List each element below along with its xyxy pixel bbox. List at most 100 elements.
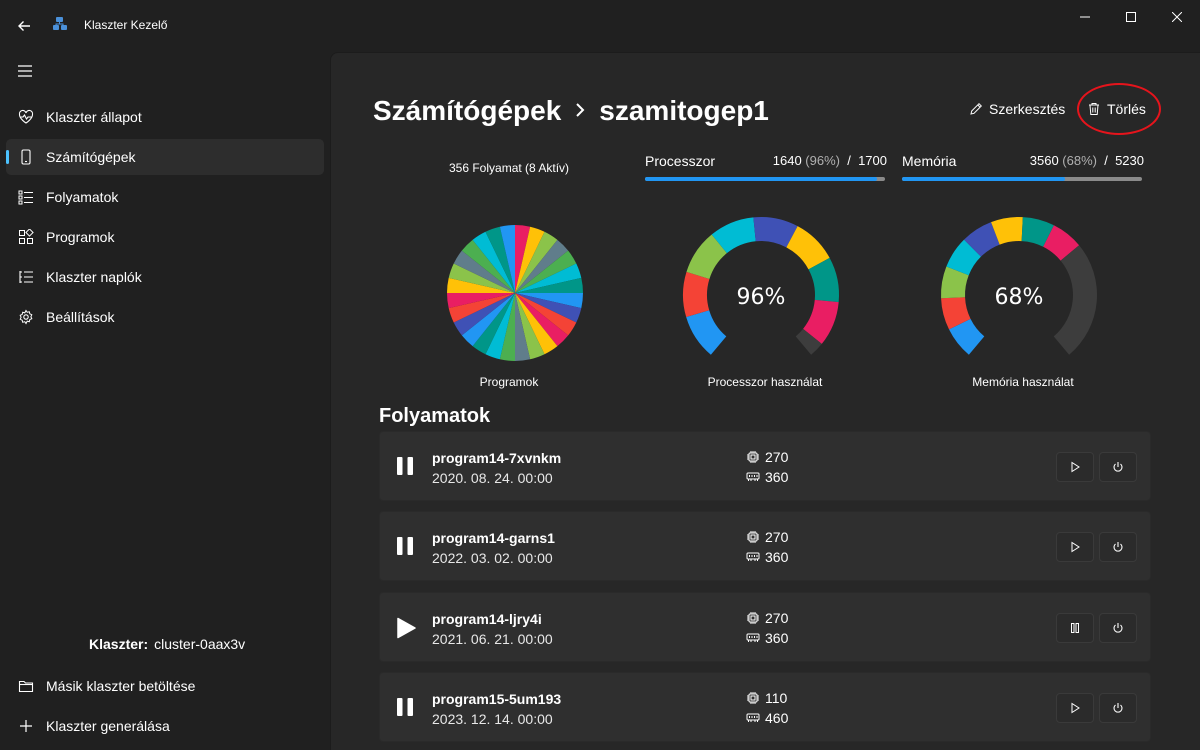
mem-total: 5230 xyxy=(1115,153,1144,168)
gauge-segment xyxy=(946,239,981,276)
pie-slice xyxy=(485,226,515,293)
gauge-segment xyxy=(964,222,1000,257)
pie-slice xyxy=(448,263,515,293)
process-date: 2020. 08. 24. 00:00 xyxy=(432,470,553,486)
process-card[interactable]: program15-5um193 2023. 12. 14. 00:00 110 46… xyxy=(379,672,1151,742)
pie-slice xyxy=(453,250,515,293)
pie-slice xyxy=(499,293,515,361)
maximize-button[interactable] xyxy=(1108,0,1154,34)
pie-slice xyxy=(472,231,515,293)
memory-chart-label: Memória használat xyxy=(972,375,1074,389)
process-cpu-value: 110 xyxy=(765,690,788,706)
cluster-info-label: Klaszter: xyxy=(89,636,149,652)
play-icon xyxy=(1069,702,1081,714)
memory-progress-bar xyxy=(902,177,1142,181)
sidebar-item-settings[interactable]: Beállítások xyxy=(6,299,324,335)
edit-button[interactable]: Szerkesztés xyxy=(969,89,1065,129)
breadcrumb-root[interactable]: Számítógépek xyxy=(373,95,562,126)
process-count: 356 Folyamat (8 Aktív) xyxy=(449,161,570,175)
plus-icon xyxy=(18,718,34,734)
mem-pct: (68%) xyxy=(1062,153,1097,168)
pie-slice xyxy=(447,277,515,293)
maximize-icon xyxy=(1126,12,1136,22)
sidebar-item-cluster-logs[interactable]: Klaszter naplók xyxy=(6,259,324,295)
pie-slice xyxy=(515,239,569,293)
process-memory-value: 360 xyxy=(765,630,789,646)
heart-pulse-icon xyxy=(18,109,34,125)
minimize-button[interactable] xyxy=(1062,0,1108,34)
gauge-remaining xyxy=(1053,245,1097,355)
pause-button[interactable] xyxy=(1056,613,1094,643)
play-icon xyxy=(1069,461,1081,473)
sidebar-item-computers[interactable]: Számítógépek xyxy=(6,139,324,175)
gauge-value-label: 96% xyxy=(737,285,786,310)
main-content: Számítógépek szamitogep1 Szerkesztés Tör… xyxy=(330,52,1200,750)
gauge-segment xyxy=(949,318,985,355)
process-name: program15-5um193 xyxy=(432,691,562,707)
gauge-segment xyxy=(941,266,969,299)
power-icon xyxy=(1112,622,1124,634)
stop-button[interactable] xyxy=(1099,693,1137,723)
gauge-segment xyxy=(991,217,1023,245)
process-memory: 460 xyxy=(746,710,788,726)
programs-chart-label: Programok xyxy=(479,375,539,389)
pie-slice xyxy=(515,293,531,361)
process-card[interactable]: program14-7xvnkm 2020. 08. 24. 00:00 270 36… xyxy=(379,431,1151,501)
generate-cluster-button[interactable]: Klaszter generálása xyxy=(6,708,324,744)
close-button[interactable] xyxy=(1154,0,1200,34)
cpu-pct: (96%) xyxy=(805,153,840,168)
pie-slice xyxy=(447,293,515,309)
apps-icon xyxy=(18,229,34,245)
process-card[interactable]: program14-ljry4i 2021. 06. 21. 00:00 270 36… xyxy=(379,592,1151,662)
process-cpu: 270 xyxy=(746,449,788,465)
breadcrumb: Számítógépek szamitogep1 xyxy=(373,95,769,127)
list-icon xyxy=(18,189,34,205)
pause-icon xyxy=(396,536,416,558)
play-icon xyxy=(396,617,416,639)
programs-pie-chart xyxy=(447,225,583,361)
cpu-chart-label: Processzor használat xyxy=(707,375,823,389)
stop-button[interactable] xyxy=(1099,532,1137,562)
process-date: 2023. 12. 14. 00:00 xyxy=(432,711,553,727)
process-cpu-value: 270 xyxy=(765,529,789,545)
pause-icon xyxy=(1069,622,1081,634)
stop-button[interactable] xyxy=(1099,452,1137,482)
memory-chip-icon xyxy=(746,470,765,484)
sidebar-item-processes[interactable]: Folyamatok xyxy=(6,179,324,215)
sidebar-item-cluster-status[interactable]: Klaszter állapot xyxy=(6,99,324,135)
pie-slice xyxy=(515,231,558,293)
process-memory-value: 360 xyxy=(765,549,789,565)
cpu-progress-bar xyxy=(645,177,885,181)
stop-button[interactable] xyxy=(1099,613,1137,643)
process-memory: 360 xyxy=(746,630,788,646)
pie-slice xyxy=(515,293,577,336)
load-other-cluster-button[interactable]: Másik klaszter betöltése xyxy=(6,668,324,704)
pie-slice xyxy=(472,293,515,355)
power-icon xyxy=(1112,541,1124,553)
pie-slice xyxy=(515,263,582,293)
process-card[interactable]: program14-garns1 2022. 03. 02. 00:00 270 36… xyxy=(379,511,1151,581)
back-button[interactable] xyxy=(8,10,40,42)
pie-slice xyxy=(515,293,558,355)
process-cpu: 110 xyxy=(746,690,787,706)
pie-slice xyxy=(515,293,569,347)
start-button[interactable] xyxy=(1056,452,1094,482)
minimize-icon xyxy=(1080,16,1090,18)
sidebar-item-label: Számítógépek xyxy=(46,149,136,165)
start-button[interactable] xyxy=(1056,693,1094,723)
power-icon xyxy=(1112,461,1124,473)
cpu-progress-fill xyxy=(645,177,877,181)
process-name: program14-ljry4i xyxy=(432,611,542,627)
gauge-value-label: 68% xyxy=(995,285,1044,310)
menu-toggle-button[interactable] xyxy=(12,58,38,84)
sidebar-item-label: Másik klaszter betöltése xyxy=(46,678,196,694)
sidebar-item-programs[interactable]: Programok xyxy=(6,219,324,255)
start-button[interactable] xyxy=(1056,532,1094,562)
gauge-segment xyxy=(1043,225,1080,261)
gauge-segment xyxy=(808,257,839,303)
gauge-segment xyxy=(786,226,830,270)
pie-slice xyxy=(515,293,583,309)
gauge-segment xyxy=(686,234,727,280)
process-cpu-value: 270 xyxy=(765,449,789,465)
pie-slice xyxy=(515,225,531,293)
